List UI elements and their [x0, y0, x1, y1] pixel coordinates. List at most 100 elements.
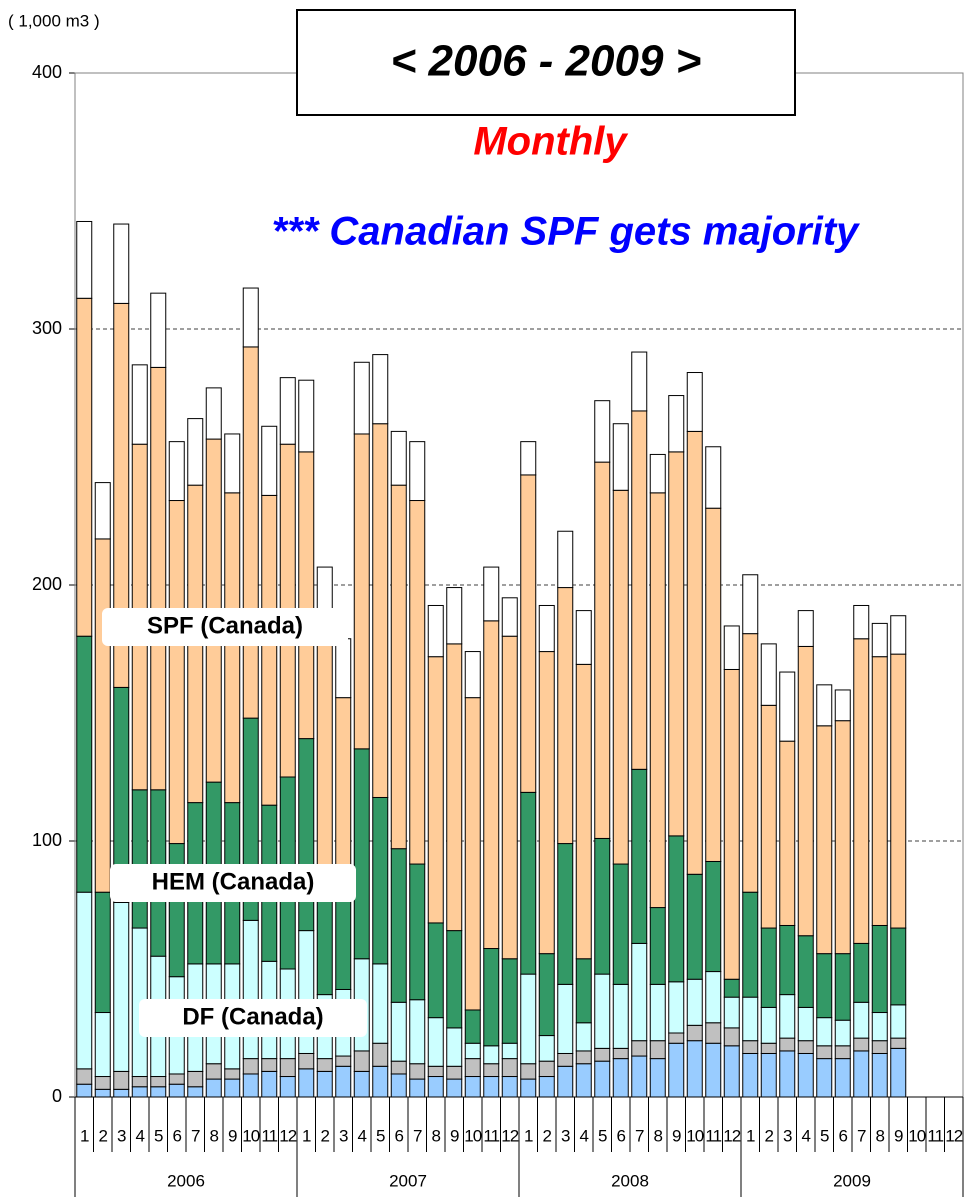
- bar-segment: [483, 620, 500, 950]
- x-tick-label: 6: [617, 1126, 626, 1145]
- bar-segment: [168, 843, 185, 978]
- bar-segment: [464, 1076, 481, 1098]
- bar-segment: [890, 1037, 907, 1049]
- bar-segment: [242, 346, 259, 719]
- bar-segment: [168, 1073, 185, 1085]
- group-label: 2009: [833, 1171, 871, 1190]
- bar-segment: [816, 1058, 833, 1098]
- x-tick-label: 7: [635, 1126, 644, 1145]
- bar-segment: [427, 1076, 444, 1098]
- bar-segment: [834, 1019, 851, 1047]
- x-tick-label: 3: [339, 1126, 348, 1145]
- bar-segment: [779, 671, 796, 742]
- bar-segment: [168, 441, 185, 502]
- bar-segment: [150, 292, 167, 368]
- x-tick-label: 1: [524, 1126, 533, 1145]
- bar-segment: [279, 1076, 296, 1098]
- bar-segment: [446, 643, 463, 932]
- bar-segment: [538, 1060, 555, 1078]
- bar-segment: [631, 942, 648, 1042]
- bar-segment: [594, 461, 611, 839]
- bar-segment: [316, 1070, 333, 1098]
- bar-segment: [594, 837, 611, 975]
- x-tick-label: 2: [321, 1126, 330, 1145]
- bar-segment: [335, 697, 352, 893]
- bar-segment: [612, 489, 629, 865]
- bar-segment: [890, 615, 907, 655]
- bar-segment: [483, 1045, 500, 1065]
- bar-segment: [390, 1060, 407, 1075]
- bar-segment: [464, 697, 481, 1011]
- series-label: DF (Canada): [182, 1003, 323, 1030]
- bar-segment: [261, 494, 278, 806]
- bar-segment: [779, 1050, 796, 1098]
- x-tick-label: 5: [154, 1126, 163, 1145]
- bar-segment: [705, 971, 722, 1024]
- bar-segment: [242, 919, 259, 1060]
- x-tick-label: 12: [723, 1126, 740, 1145]
- x-tick-label: 4: [358, 1126, 367, 1145]
- bar-segment: [649, 453, 666, 494]
- bar-segment: [797, 1006, 814, 1042]
- bar-segment: [298, 451, 315, 740]
- bar-segment: [557, 530, 574, 589]
- x-tick-label: 11: [927, 1126, 943, 1145]
- x-tick-label: 12: [279, 1126, 296, 1145]
- bar-segment: [890, 653, 907, 929]
- bar-segment: [242, 1058, 259, 1075]
- bar-segment: [612, 863, 629, 985]
- bar-segment: [446, 1027, 463, 1067]
- x-tick-label: 8: [210, 1126, 219, 1145]
- x-tick-label: 11: [483, 1126, 499, 1145]
- bar-segment: [816, 725, 833, 955]
- x-tick-label: 11: [705, 1126, 721, 1145]
- bar-segment: [649, 1040, 666, 1060]
- bar-segment: [557, 983, 574, 1054]
- bar-segment: [686, 372, 703, 432]
- y-tick-label: 200: [32, 574, 62, 594]
- bar-segment: [723, 625, 740, 670]
- bar-segment: [298, 1052, 315, 1070]
- bar-segment: [94, 1076, 111, 1090]
- bar-segment: [779, 924, 796, 996]
- bar-segment: [464, 1042, 481, 1060]
- bar-segment: [409, 999, 426, 1065]
- bar-segment: [631, 768, 648, 944]
- bar-segment: [742, 891, 759, 998]
- bar-segment: [316, 617, 333, 893]
- bar-segment: [224, 492, 241, 804]
- bar-segment: [705, 507, 722, 862]
- bar-segment: [631, 1040, 648, 1057]
- bar-segment: [557, 1065, 574, 1098]
- bar-segment: [501, 1042, 518, 1060]
- series-label: SPF (Canada): [147, 612, 303, 639]
- bar-segment: [224, 1078, 241, 1098]
- bar-segment: [742, 574, 759, 635]
- bar-segment: [538, 953, 555, 1037]
- bar-segment: [261, 1070, 278, 1098]
- x-tick-label: 8: [876, 1126, 885, 1145]
- bar-segment: [224, 1068, 241, 1080]
- bar-segment: [150, 1076, 167, 1088]
- bar-segment: [94, 1012, 111, 1078]
- bar-segment: [390, 1073, 407, 1098]
- bar-segment: [501, 1076, 518, 1098]
- bar-segment: [686, 430, 703, 875]
- bar-segment: [797, 610, 814, 647]
- x-tick-label: 6: [173, 1126, 182, 1145]
- bar-segment: [797, 935, 814, 1008]
- x-tick-label: 4: [802, 1126, 811, 1145]
- x-tick-label: 10: [686, 1126, 703, 1145]
- x-tick-label: 2: [543, 1126, 552, 1145]
- bar-segment: [76, 891, 93, 1070]
- bar-segment: [150, 366, 167, 791]
- x-tick-label: 10: [908, 1126, 925, 1145]
- bar-segment: [834, 1045, 851, 1060]
- bar-segment: [501, 635, 518, 960]
- bar-segment: [187, 418, 204, 486]
- bar-segment: [390, 484, 407, 850]
- bar-segment: [427, 1017, 444, 1067]
- bar-segment: [353, 361, 370, 435]
- bar-segment: [797, 1040, 814, 1054]
- bar-segment: [760, 927, 777, 1008]
